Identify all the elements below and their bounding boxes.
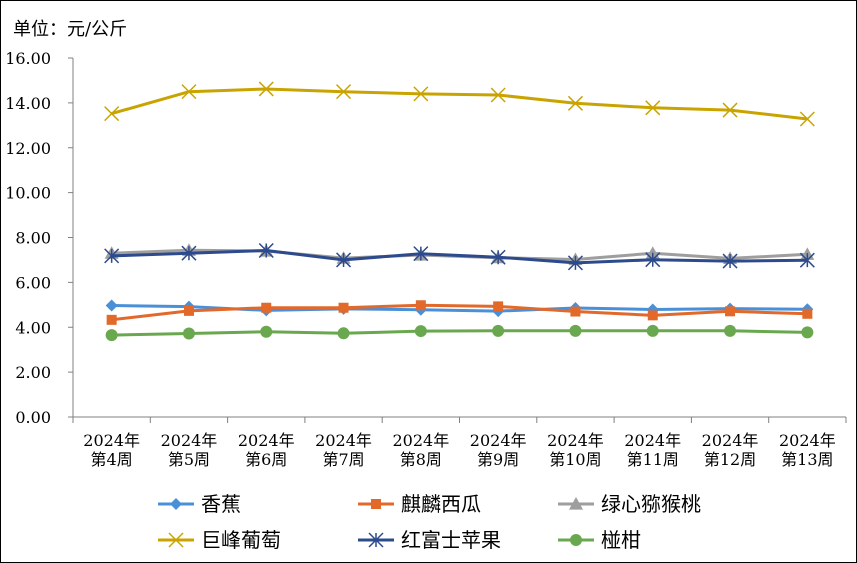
data-point-circle (646, 324, 659, 337)
data-point-square (493, 301, 504, 312)
data-point-circle (337, 327, 350, 340)
legend-label: 红富士苹果 (401, 528, 501, 552)
data-point-asterisk (104, 248, 120, 264)
data-point-square (802, 308, 813, 319)
series-diamond (105, 299, 814, 318)
legend-item: 麒麟西瓜 (358, 492, 481, 516)
x-tick-label: 2024年第11周 (624, 431, 681, 469)
legend-label: 巨峰葡萄 (201, 528, 281, 552)
data-point-x (645, 100, 661, 116)
data-point-square (570, 306, 581, 317)
data-point-x (722, 102, 738, 118)
data-point-circle (492, 324, 505, 337)
data-point-square (106, 314, 117, 325)
legend-label: 绿心猕猴桃 (601, 492, 701, 516)
unit-label: 单位：元/公斤 (13, 19, 127, 40)
legend-marker (168, 532, 184, 548)
data-point-asterisk (258, 242, 274, 259)
data-point-x (104, 106, 120, 122)
series-layer (104, 81, 815, 342)
data-point-circle (260, 325, 273, 338)
data-point-circle (569, 324, 582, 337)
data-point-square (725, 306, 736, 317)
data-point-square (647, 310, 658, 321)
data-point-circle (801, 326, 814, 339)
data-point-square (415, 300, 426, 311)
y-tick-label: 8.00 (15, 229, 51, 248)
data-point-asterisk (722, 253, 738, 269)
x-tick-label: 2024年第7周 (315, 431, 372, 469)
data-point-square (338, 302, 349, 313)
series-line (111, 303, 808, 322)
series-asterisk (104, 242, 815, 271)
data-point-circle (414, 325, 427, 338)
data-point-x (490, 87, 506, 103)
y-tick-label: 4.00 (15, 318, 51, 337)
data-point-square (183, 305, 194, 316)
legend-marker (371, 499, 381, 509)
data-point-circle (724, 324, 737, 337)
legend-item: 巨峰葡萄 (158, 528, 281, 552)
data-point-circle (105, 329, 118, 342)
series-line (111, 87, 808, 121)
x-tick-label: 2024年第4周 (83, 431, 140, 469)
series-x (104, 81, 815, 127)
legend-marker (570, 534, 582, 546)
axes: 0.00 2.00 4.00 6.00 8.00 10.00 12.00 14.00 16.00… (5, 49, 847, 469)
legend-label: 香蕉 (201, 492, 241, 516)
series-circle (105, 324, 814, 342)
legend-item: 绿心猕猴桃 (558, 492, 701, 516)
legend-item: 香蕉 (158, 492, 241, 516)
y-tick-label: 12.00 (5, 139, 51, 158)
x-tick-label: 2024年第10周 (547, 431, 604, 469)
legend-marker (170, 498, 182, 510)
y-tick-label: 14.00 (5, 94, 51, 113)
data-point-asterisk (799, 252, 815, 268)
y-tick-label: 0.00 (15, 408, 51, 427)
series-line (111, 249, 808, 265)
data-point-asterisk (336, 252, 352, 268)
legend-item: 红富士苹果 (358, 528, 501, 552)
data-point-x (413, 86, 429, 102)
data-point-diamond (105, 299, 118, 312)
data-point-x (258, 81, 274, 97)
legend-label: 椪柑 (601, 528, 641, 552)
x-tick-label: 2024年第9周 (470, 431, 527, 469)
data-point-x (181, 84, 197, 100)
legend-item: 椪柑 (558, 528, 641, 552)
data-point-x (336, 84, 352, 100)
data-point-asterisk (181, 245, 197, 261)
y-tick-label: 16.00 (5, 49, 51, 68)
data-point-circle (182, 327, 195, 340)
x-tick-label: 2024年第8周 (392, 431, 449, 469)
data-point-asterisk (567, 255, 583, 271)
data-point-square (261, 302, 272, 313)
x-tick-label: 2024年第6周 (238, 431, 295, 469)
data-point-asterisk (413, 246, 429, 262)
data-point-x (567, 95, 583, 111)
data-point-x (799, 111, 815, 127)
y-tick-label: 10.00 (5, 184, 51, 203)
y-tick-label: 6.00 (15, 273, 51, 292)
legend-marker (368, 532, 384, 548)
data-point-asterisk (645, 252, 661, 268)
x-tick-label: 2024年第12周 (702, 431, 759, 469)
series-square (106, 300, 813, 325)
x-tick-label: 2024年第5周 (161, 431, 218, 469)
data-point-asterisk (490, 249, 506, 265)
x-tick-label: 2024年第13周 (779, 431, 836, 469)
y-tick-label: 2.00 (15, 363, 51, 382)
series-line (111, 329, 808, 337)
legend-marker (569, 497, 583, 510)
legend-label: 麒麟西瓜 (401, 492, 481, 516)
